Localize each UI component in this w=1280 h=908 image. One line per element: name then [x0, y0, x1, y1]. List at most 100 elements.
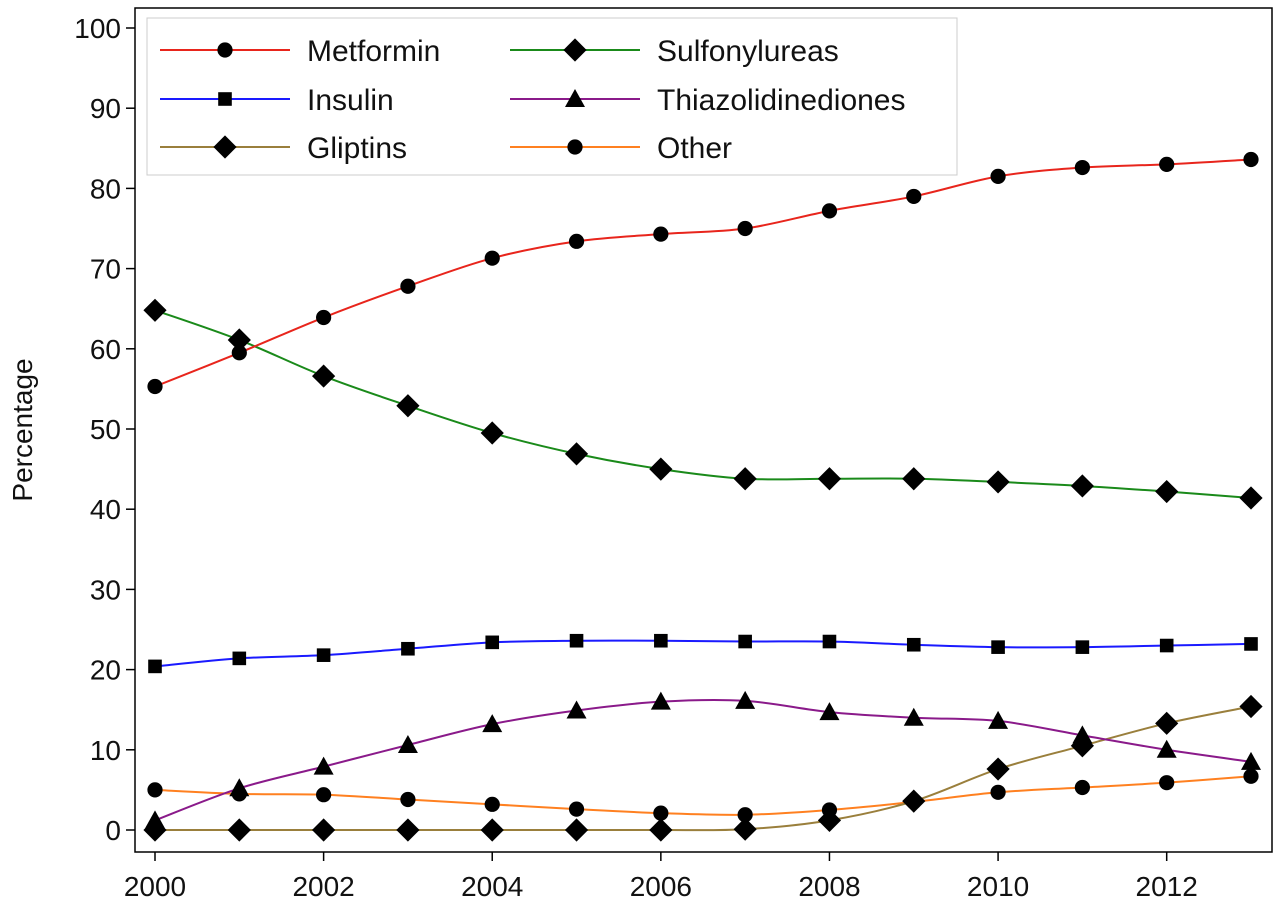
- x-tick-label: 2000: [124, 871, 186, 902]
- data-point-thiazolidinediones: [1072, 725, 1093, 744]
- data-point-sulfonylureas: [143, 298, 167, 322]
- legend-marker: [565, 89, 585, 107]
- data-point-sulfonylureas: [1239, 486, 1263, 510]
- legend-box: [146, 17, 958, 176]
- data-point-sulfonylureas: [1070, 474, 1094, 498]
- data-point-metformin: [821, 203, 838, 219]
- legend-item-other: Other: [510, 132, 732, 165]
- legend-item-metformin: Metformin: [160, 35, 440, 68]
- data-point-sulfonylureas: [986, 470, 1010, 494]
- data-point-gliptins: [480, 818, 504, 842]
- series-line-thiazolidinediones: [154, 698, 1252, 822]
- y-tick-label: 40: [90, 494, 121, 525]
- data-point-gliptins: [564, 818, 589, 842]
- x-tick-label: 2004: [461, 871, 523, 902]
- series-thiazolidinediones: [145, 690, 1261, 829]
- legend-marker: [217, 42, 233, 58]
- data-point-insulin: [654, 633, 668, 648]
- data-point-sulfonylureas: [564, 442, 589, 466]
- legend-label: Metformin: [307, 35, 440, 68]
- data-point-metformin: [316, 309, 332, 326]
- series-line-sulfonylureas: [154, 309, 1252, 499]
- data-point-insulin: [1244, 637, 1258, 651]
- x-tick-label: 2006: [630, 871, 692, 902]
- data-point-sulfonylureas: [312, 364, 336, 388]
- y-tick-label: 20: [90, 655, 121, 686]
- data-point-thiazolidinediones: [650, 691, 671, 710]
- legend-item-gliptins: Gliptins: [160, 132, 407, 165]
- data-point-thiazolidinediones: [229, 778, 250, 797]
- data-point-gliptins: [1155, 711, 1179, 735]
- legend-item-insulin: Insulin: [160, 84, 394, 117]
- series-sulfonylureas: [143, 298, 1263, 510]
- data-point-insulin: [232, 651, 247, 666]
- data-point-sulfonylureas: [817, 467, 842, 491]
- data-point-other: [737, 807, 753, 823]
- data-point-thiazolidinediones: [566, 700, 587, 719]
- legend-label: Gliptins: [307, 132, 407, 165]
- series-metformin: [147, 151, 1259, 395]
- series-line-insulin: [154, 639, 1252, 668]
- y-tick-label: 50: [90, 414, 121, 445]
- data-point-other: [568, 801, 585, 817]
- series-gliptins: [143, 694, 1263, 842]
- data-point-metformin: [231, 345, 247, 361]
- legend-marker: [213, 135, 237, 159]
- data-point-metformin: [653, 226, 669, 242]
- y-tick-label: 90: [90, 93, 121, 124]
- data-point-insulin: [485, 635, 500, 650]
- data-point-gliptins: [733, 817, 757, 841]
- data-point-insulin: [1075, 640, 1090, 654]
- y-tick-label: 80: [90, 173, 121, 204]
- data-point-thiazolidinediones: [397, 734, 418, 753]
- data-point-thiazolidinediones: [482, 714, 503, 733]
- data-point-gliptins: [986, 757, 1010, 781]
- y-axis-title: Percentage: [7, 358, 38, 501]
- data-point-thiazolidinediones: [1156, 739, 1177, 758]
- data-point-other: [653, 805, 669, 821]
- data-point-sulfonylureas: [902, 467, 926, 491]
- data-point-metformin: [400, 278, 416, 294]
- data-point-metformin: [1243, 151, 1259, 168]
- y-tick-label: 100: [74, 13, 121, 44]
- data-point-gliptins: [649, 818, 673, 842]
- x-tick-label: 2010: [967, 871, 1029, 902]
- data-point-sulfonylureas: [396, 394, 420, 418]
- series-other: [147, 768, 1259, 823]
- data-point-metformin: [147, 378, 163, 395]
- data-point-gliptins: [817, 808, 842, 832]
- data-point-other: [400, 791, 416, 808]
- x-tick-label: 2012: [1136, 871, 1198, 902]
- series-insulin: [148, 633, 1258, 674]
- data-point-metformin: [906, 188, 922, 205]
- data-point-gliptins: [396, 818, 420, 842]
- data-point-thiazolidinediones: [735, 690, 756, 709]
- series-line-metformin: [154, 158, 1252, 388]
- x-tick-label: 2008: [798, 871, 860, 902]
- data-point-insulin: [738, 634, 752, 649]
- legend-item-thiazolidinediones: Thiazolidinediones: [510, 84, 906, 117]
- series: [143, 151, 1263, 842]
- legend-marker: [218, 92, 232, 106]
- data-point-sulfonylureas: [1155, 479, 1179, 504]
- x-tick-label: 2002: [292, 871, 354, 902]
- series-line-other: [154, 775, 1252, 816]
- data-point-insulin: [569, 633, 584, 648]
- data-point-thiazolidinediones: [145, 810, 165, 829]
- data-point-other: [316, 787, 332, 803]
- legend-marker: [567, 139, 583, 155]
- data-point-other: [1074, 779, 1090, 796]
- data-point-sulfonylureas: [733, 467, 757, 491]
- data-point-metformin: [1074, 159, 1090, 176]
- data-point-metformin: [990, 168, 1006, 184]
- plot-frame: [134, 7, 1273, 853]
- data-point-insulin: [906, 637, 921, 652]
- data-point-insulin: [148, 659, 162, 674]
- y-tick-label: 10: [90, 735, 121, 766]
- y-tick-label: 60: [90, 334, 121, 365]
- y-tick-label: 70: [90, 254, 121, 285]
- data-point-thiazolidinediones: [819, 702, 840, 721]
- y-tick-label: 0: [105, 815, 121, 846]
- data-point-insulin: [991, 640, 1005, 654]
